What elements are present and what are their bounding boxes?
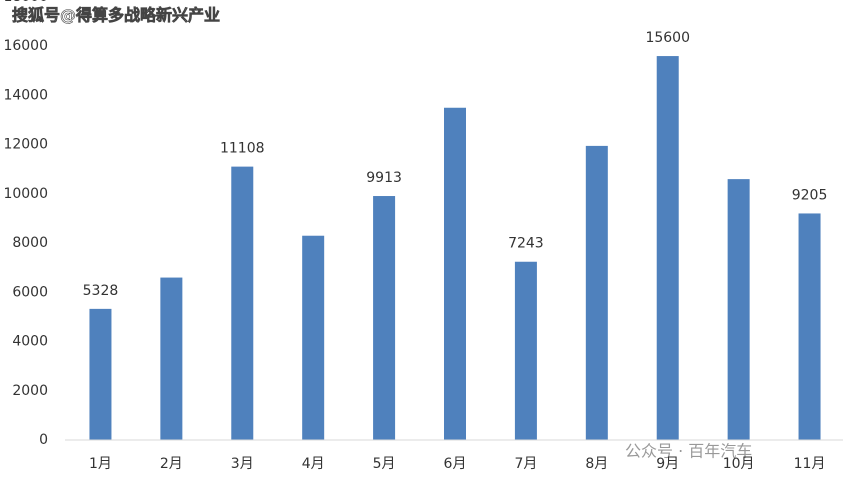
x-tick-label: 11月 [794,456,826,472]
y-tick-label: 18000 [3,0,48,5]
bar [160,277,183,440]
y-tick-label: 14000 [3,87,48,103]
y-tick-label: 4000 [12,334,48,350]
y-tick-label: 16000 [3,38,48,54]
bar [373,196,396,440]
bar [444,107,466,440]
bar [514,261,537,440]
watermark: 搜狐号@得算多战略新兴产业 [12,6,220,25]
x-tick-label: 4月 [302,456,325,472]
x-tick-label: 2月 [160,456,183,472]
bar [231,166,254,440]
x-tick-label: 3月 [231,456,254,472]
bar [585,145,608,440]
data-label: 7243 [508,236,544,252]
data-label: 15600 [645,30,690,46]
data-label: 9913 [366,170,402,186]
y-tick-label: 12000 [3,137,48,153]
bar [798,213,821,440]
x-tick-label: 9月 [656,456,679,472]
x-tick-label: 5月 [373,456,396,472]
data-label: 11108 [220,141,265,157]
x-tick-label: 7月 [514,456,537,472]
watermark: 公众号 · 百年汽车 [625,442,752,461]
x-tick-label: 8月 [585,456,608,472]
y-tick-label: 8000 [12,235,48,251]
x-tick-label: 10月 [723,456,755,472]
y-tick-label: 6000 [12,284,48,300]
bar [302,235,325,440]
x-tick-label: 6月 [444,456,467,472]
bar [89,308,112,440]
y-tick-label: 10000 [3,186,48,202]
bar [656,56,679,441]
data-label: 9205 [792,187,828,203]
x-tick-label: 1月 [89,456,112,472]
data-label: 5328 [83,283,119,299]
y-tick-label: 2000 [12,383,48,399]
bar [727,179,750,440]
y-tick-label: 0 [39,432,48,448]
